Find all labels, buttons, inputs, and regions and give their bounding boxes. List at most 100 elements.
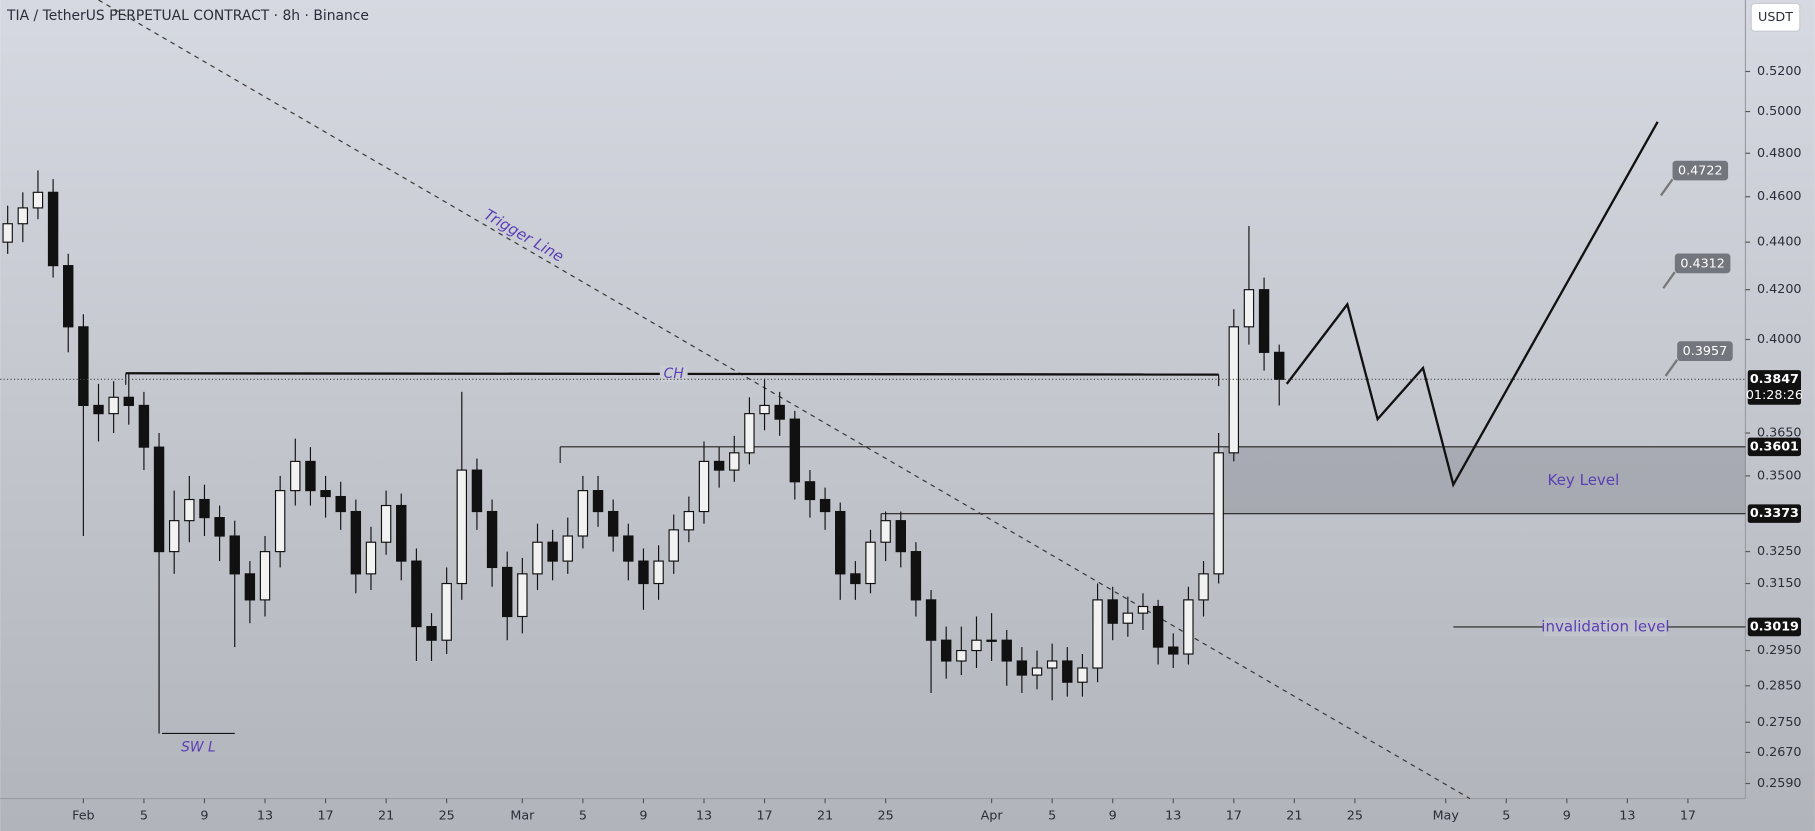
y-tick-label: 0.4800 (1757, 146, 1802, 161)
key-level-label: Key Level (1548, 471, 1620, 489)
y-tick-label: 0.5000 (1757, 104, 1802, 119)
x-tick-label: 5 (1502, 808, 1510, 823)
y-tick-label: 0.4600 (1757, 189, 1802, 204)
candle-body (335, 495, 346, 513)
candle-body (653, 560, 664, 585)
candle-body (411, 560, 422, 628)
x-tick-label: 17 (317, 808, 333, 823)
candle-body (547, 541, 558, 562)
candle-body (1031, 667, 1043, 676)
y-tick-label: 0.2590 (1757, 776, 1802, 791)
price-tag-label: 0.3601 (1750, 439, 1799, 454)
y-tick-label: 0.3500 (1757, 468, 1802, 483)
x-tick-label: 25 (439, 808, 455, 823)
candle-body (1016, 660, 1028, 676)
key-level-zone (1223, 446, 1746, 514)
candle-body (305, 460, 316, 492)
y-tick-label: 0.2950 (1757, 643, 1802, 658)
price-tag (1747, 437, 1801, 457)
x-tick-label: 17 (1680, 808, 1696, 823)
candle-body (1122, 612, 1134, 624)
candle-body (1001, 639, 1012, 662)
candle-body (925, 599, 937, 641)
target-label: 0.4722 (1678, 164, 1723, 179)
target-box (1672, 160, 1729, 181)
y-tick-label: 0.3150 (1757, 576, 1802, 591)
candle-body (607, 510, 619, 537)
candle-body (562, 535, 573, 562)
candle-body (698, 460, 710, 513)
candle-body (592, 490, 604, 513)
y-tick-label: 0.5200 (1757, 64, 1802, 79)
candle-body (17, 207, 29, 225)
candle-body (623, 535, 634, 562)
candle-body (1183, 599, 1194, 655)
x-tick-label: 21 (378, 808, 394, 823)
x-tick-label: 13 (257, 808, 273, 823)
candle-body (1243, 289, 1255, 328)
candle-body (184, 498, 195, 522)
price-tag-label: 0.3373 (1750, 506, 1799, 521)
candle-body (1046, 660, 1058, 669)
x-tick-label: 9 (1563, 808, 1571, 823)
candle-body (78, 326, 89, 407)
x-tick-label: 25 (878, 808, 894, 823)
ch-label: CH (664, 366, 685, 382)
x-tick-label: 21 (1286, 808, 1302, 823)
candle-body (1258, 289, 1270, 353)
y-tick-label: 0.3250 (1757, 544, 1802, 559)
candle-body (456, 469, 468, 585)
candle-body (910, 551, 922, 601)
candle-body (804, 481, 816, 501)
candle-body (502, 566, 513, 618)
y-tick-label: 0.2850 (1757, 678, 1802, 693)
candle-body (895, 520, 906, 553)
price-tag (1747, 617, 1801, 637)
candle-body (441, 582, 452, 641)
candle-body (986, 639, 997, 642)
x-tick-label: 9 (200, 808, 208, 823)
x-tick-label: Feb (72, 808, 95, 823)
candle-body (108, 396, 119, 415)
y-tick-label: 0.3650 (1757, 426, 1802, 441)
x-tick-label: 5 (579, 808, 587, 823)
x-tick-label: 21 (817, 808, 833, 823)
currency-button[interactable] (1750, 2, 1801, 32)
candle-body (214, 517, 225, 537)
candle-body (668, 529, 679, 562)
candle-body (532, 541, 543, 575)
sw-l-label: SW L (181, 739, 216, 755)
candle-body (153, 446, 165, 553)
candle-body (396, 504, 407, 562)
target-label: 0.4312 (1680, 256, 1725, 271)
candle-body (865, 541, 876, 585)
candle-body (759, 404, 770, 415)
candle-body (729, 452, 740, 471)
currency-label[interactable]: USDT (1758, 10, 1793, 25)
candle-body (1107, 599, 1118, 624)
candle-body (971, 639, 982, 652)
candle-body (471, 469, 483, 513)
candle-body (1198, 573, 1209, 601)
candle-body (956, 649, 967, 662)
candle-body (47, 191, 59, 267)
x-tick-label: 5 (1048, 808, 1056, 823)
price-tag (1747, 504, 1801, 523)
candle-body (819, 498, 831, 513)
candle-body (1152, 605, 1164, 648)
x-tick-label: Apr (981, 808, 1004, 823)
candle-body (93, 404, 104, 415)
candle-body (350, 510, 362, 575)
invalidation-label: invalidation level (1541, 617, 1669, 635)
candle-body (1092, 599, 1103, 669)
target-box (1674, 253, 1731, 274)
x-tick-label: 17 (756, 808, 772, 823)
x-tick-label: 9 (1109, 808, 1117, 823)
candle-body (229, 535, 240, 575)
last-price-tag (1747, 370, 1801, 405)
chart-title: TIA / TetherUS PERPETUAL CONTRACT · 8h ·… (6, 8, 369, 24)
target-pointer (1664, 359, 1679, 377)
x-tick-label: 13 (696, 808, 712, 823)
